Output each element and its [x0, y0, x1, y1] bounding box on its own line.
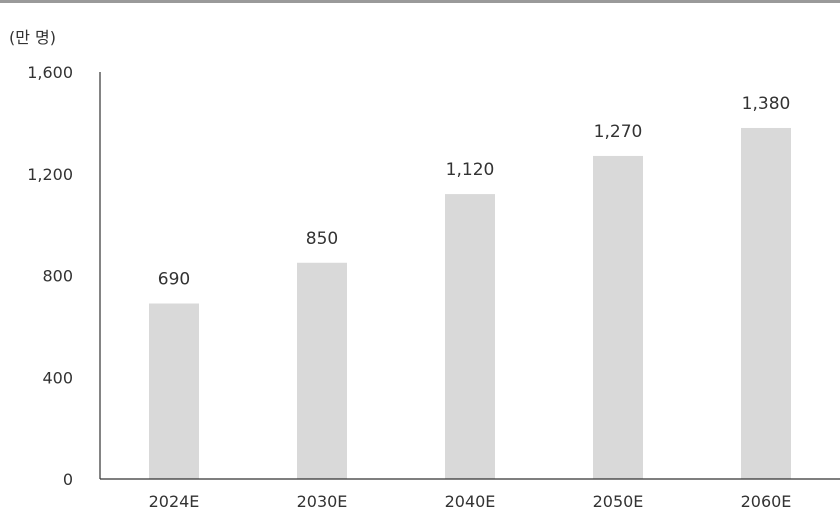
bar-2030E	[297, 262, 347, 479]
data-label: 1,120	[446, 160, 495, 180]
y-tick-label: 1,600	[27, 63, 73, 82]
top-rule	[0, 0, 840, 3]
bar-2060E	[741, 127, 791, 480]
y-tick-label: 1,200	[27, 165, 73, 184]
x-tick-labels: 2024E 2030E 2040E 2050E 2060E	[149, 492, 792, 511]
x-tick-label: 2050E	[593, 492, 644, 511]
bar-2040E	[445, 194, 495, 479]
y-axis-unit-label: (만 명)	[9, 28, 57, 47]
data-label: 1,270	[594, 122, 643, 142]
x-tick-label: 2030E	[297, 492, 348, 511]
x-tick-label: 2040E	[445, 492, 496, 511]
x-tick-label: 2060E	[741, 492, 792, 511]
x-tick-label: 2024E	[149, 492, 200, 511]
data-labels: 690 850 1,120 1,270 1,380	[158, 94, 791, 290]
y-tick-label: 400	[42, 368, 73, 387]
y-tick-labels: 0 400 800 1,200 1,600	[27, 63, 73, 489]
bars	[149, 127, 791, 480]
bar-2050E	[593, 155, 643, 479]
data-label: 1,380	[742, 94, 791, 114]
bar-2024E	[149, 303, 199, 479]
data-label: 850	[306, 229, 338, 249]
data-label: 690	[158, 269, 190, 289]
y-tick-label: 0	[63, 470, 73, 489]
axes	[99, 72, 840, 480]
y-tick-label: 800	[42, 267, 73, 286]
